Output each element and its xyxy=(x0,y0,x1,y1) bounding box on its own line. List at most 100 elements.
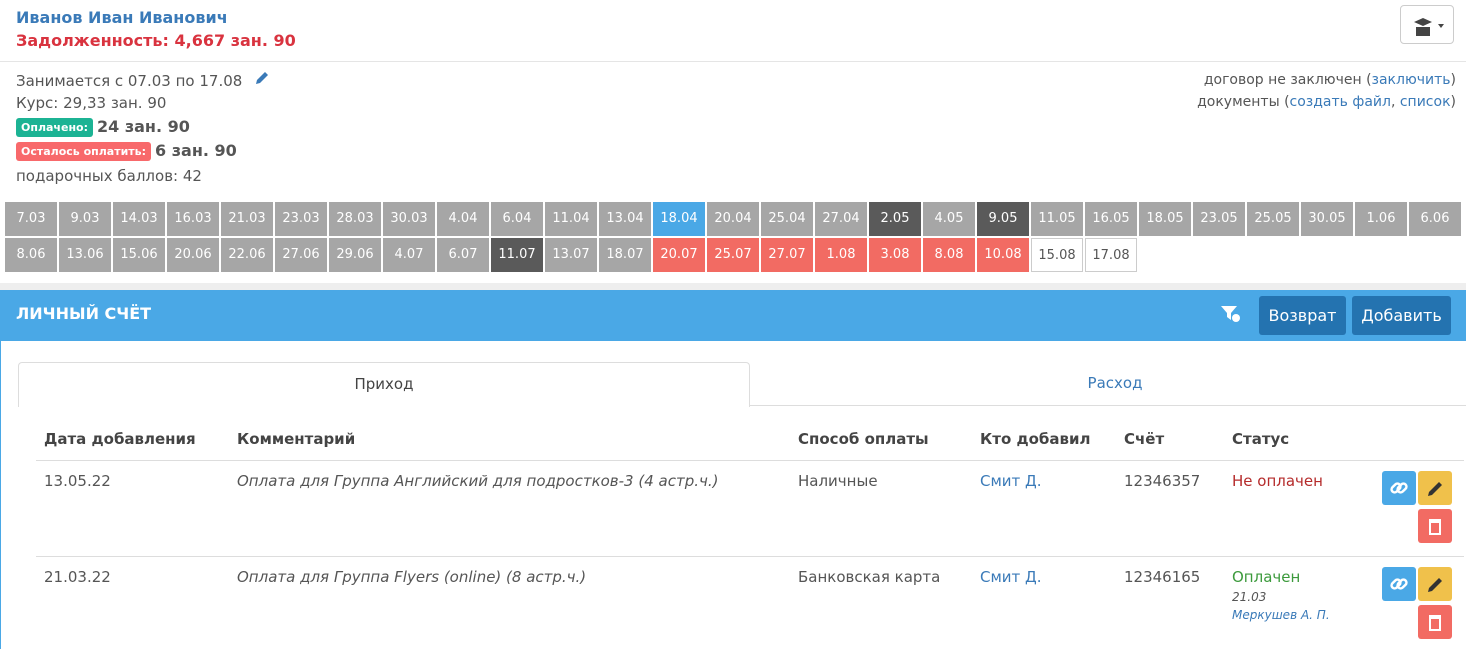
create-file-link[interactable]: создать файл xyxy=(1289,94,1391,110)
date-cell[interactable]: 13.06 xyxy=(59,238,111,272)
date-cell[interactable]: 20.07 xyxy=(653,238,705,272)
delete-button[interactable] xyxy=(1418,605,1452,639)
bonus: подарочных баллов: 42 xyxy=(16,167,202,185)
author[interactable]: Смит Д. xyxy=(980,568,1042,586)
list-link[interactable]: список xyxy=(1399,94,1451,110)
date-cell[interactable]: 4.07 xyxy=(383,238,435,272)
date-cell[interactable]: 20.06 xyxy=(167,238,219,272)
remaining-badge: Осталось оплатить: xyxy=(16,142,152,161)
date-cell[interactable]: 27.07 xyxy=(761,238,813,272)
date-cell[interactable]: 4.04 xyxy=(437,202,489,236)
link-icon xyxy=(1390,578,1408,590)
column-header: Статус xyxy=(1232,430,1290,448)
date-cell[interactable]: 28.03 xyxy=(329,202,381,236)
date-cell[interactable]: 16.05 xyxy=(1085,202,1137,236)
date-cell[interactable]: 14.03 xyxy=(113,202,165,236)
date-cell[interactable]: 6.04 xyxy=(491,202,543,236)
column-header: Способ оплаты xyxy=(798,430,929,448)
date-cell[interactable]: 25.05 xyxy=(1247,202,1299,236)
cap-icon xyxy=(1414,18,1444,36)
date-cell[interactable]: 27.04 xyxy=(815,202,867,236)
date-cell[interactable]: 18.05 xyxy=(1139,202,1191,236)
link-button[interactable] xyxy=(1382,471,1416,505)
date-cell[interactable]: 27.06 xyxy=(275,238,327,272)
column-header: Дата добавления xyxy=(44,430,196,448)
date-cell[interactable]: 7.03 xyxy=(5,202,57,236)
author[interactable]: Смит Д. xyxy=(980,472,1042,490)
date-cell[interactable]: 9.03 xyxy=(59,202,111,236)
delete-button[interactable] xyxy=(1418,509,1452,543)
date-cell[interactable]: 10.08 xyxy=(977,238,1029,272)
status: Оплачен xyxy=(1232,568,1301,586)
date-cell[interactable]: 22.06 xyxy=(221,238,273,272)
course: Курс: 29,33 зан. 90 xyxy=(16,94,167,112)
date-cell[interactable]: 30.03 xyxy=(383,202,435,236)
tab-income[interactable]: Приход xyxy=(18,362,750,407)
date-cell[interactable]: 23.05 xyxy=(1193,202,1245,236)
date-grid: 7.03 9.03 14.03 16.03 21.03 23.03 28.03 30.03 4.… xyxy=(5,202,1465,278)
date-cell[interactable]: 30.05 xyxy=(1301,202,1353,236)
date-cell[interactable]: 13.04 xyxy=(599,202,651,236)
date-cell[interactable]: 29.06 xyxy=(329,238,381,272)
status-by: Меркушев А. П. xyxy=(1232,608,1330,622)
contract-text: договор не заключен ( xyxy=(1203,72,1372,88)
date-cell[interactable]: 20.04 xyxy=(707,202,759,236)
link-button[interactable] xyxy=(1382,567,1416,601)
date-cell[interactable]: 11.05 xyxy=(1031,202,1083,236)
trash-icon xyxy=(1429,615,1441,631)
date-cell[interactable]: 25.07 xyxy=(707,238,759,272)
documents-text: документы ( xyxy=(1197,94,1290,110)
date-cell[interactable]: 1.08 xyxy=(815,238,867,272)
documents: документы (создать файл, список) xyxy=(1197,94,1456,110)
student-name: Иванов Иван Иванович xyxy=(16,8,228,27)
edit-button[interactable] xyxy=(1418,567,1452,601)
edit-button[interactable] xyxy=(1418,471,1452,505)
date-cell[interactable]: 9.05 xyxy=(977,202,1029,236)
date-cell[interactable]: 11.04 xyxy=(545,202,597,236)
date-cell[interactable]: 15.06 xyxy=(113,238,165,272)
date-cell[interactable]: 17.08 xyxy=(1085,238,1137,272)
tab-expense[interactable]: Расход xyxy=(749,362,1466,406)
payment-method: Наличные xyxy=(798,472,878,490)
date-cell[interactable]: 21.03 xyxy=(221,202,273,236)
payment-method: Банковская карта xyxy=(798,568,941,586)
comment: Оплата для Группа Английский для подрост… xyxy=(237,472,719,490)
date-cell[interactable]: 23.03 xyxy=(275,202,327,236)
status-date: 21.03 xyxy=(1232,590,1267,604)
date-cell[interactable]: 11.07 xyxy=(491,238,543,272)
date-cell[interactable]: 1.06 xyxy=(1355,202,1407,236)
panel-title: ЛИЧНЫЙ СЧЁТ xyxy=(16,304,152,323)
date-cell[interactable]: 25.04 xyxy=(761,202,813,236)
date-cell[interactable]: 8.08 xyxy=(923,238,975,272)
separator xyxy=(0,283,1466,290)
date-cell[interactable]: 16.03 xyxy=(167,202,219,236)
add-button[interactable]: Добавить xyxy=(1352,296,1451,335)
user-dropdown[interactable] xyxy=(1400,5,1454,44)
period: Занимается с 07.03 по 17.08 xyxy=(16,72,243,90)
documents-sep: , xyxy=(1390,94,1400,110)
return-button[interactable]: Возврат xyxy=(1259,296,1346,335)
link-icon xyxy=(1390,482,1408,494)
date-cell[interactable]: 2.05 xyxy=(869,202,921,236)
filter-icon[interactable] xyxy=(1219,304,1243,324)
comment: Оплата для Группа Flyers (online) (8 аст… xyxy=(237,568,587,586)
column-header: Кто добавил xyxy=(980,430,1091,448)
row-divider xyxy=(36,556,1464,557)
trash-icon xyxy=(1429,519,1441,535)
date-cell[interactable]: 13.07 xyxy=(545,238,597,272)
edit-icon[interactable] xyxy=(253,70,271,86)
date-cell[interactable]: 18.07 xyxy=(599,238,651,272)
date-cell[interactable]: 3.08 xyxy=(869,238,921,272)
date-cell[interactable]: 18.04 xyxy=(653,202,705,236)
contract-link[interactable]: заключить xyxy=(1371,72,1451,88)
column-header: Комментарий xyxy=(237,430,356,448)
date-cell[interactable]: 4.05 xyxy=(923,202,975,236)
date-cell[interactable]: 8.06 xyxy=(5,238,57,272)
date-cell[interactable]: 6.07 xyxy=(437,238,489,272)
paid-badge: Оплачено: xyxy=(16,118,93,137)
date-cell[interactable]: 15.08 xyxy=(1031,238,1083,272)
debt: Задолженность: 4,667 зан. 90 xyxy=(16,31,296,50)
remaining-line: Осталось оплатить: 6 зан. 90 xyxy=(16,141,237,161)
date-cell[interactable]: 6.06 xyxy=(1409,202,1461,236)
